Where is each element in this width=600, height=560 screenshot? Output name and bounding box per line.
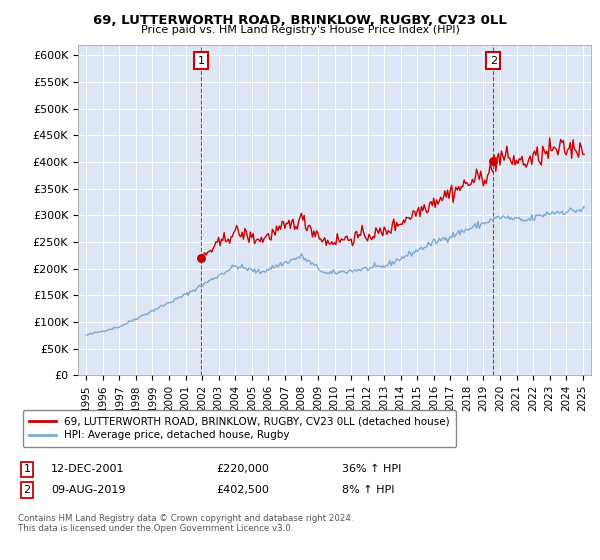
Text: 2: 2 <box>490 56 497 66</box>
Text: Price paid vs. HM Land Registry's House Price Index (HPI): Price paid vs. HM Land Registry's House … <box>140 25 460 35</box>
Point <box>488 156 498 165</box>
Point <box>196 254 206 263</box>
Text: 8% ↑ HPI: 8% ↑ HPI <box>342 485 395 495</box>
Text: 09-AUG-2019: 09-AUG-2019 <box>51 485 125 495</box>
Text: 36% ↑ HPI: 36% ↑ HPI <box>342 464 401 474</box>
Text: 2: 2 <box>23 485 31 495</box>
Text: 69, LUTTERWORTH ROAD, BRINKLOW, RUGBY, CV23 0LL: 69, LUTTERWORTH ROAD, BRINKLOW, RUGBY, C… <box>93 14 507 27</box>
Text: 1: 1 <box>23 464 31 474</box>
Text: £220,000: £220,000 <box>216 464 269 474</box>
Text: Contains HM Land Registry data © Crown copyright and database right 2024.
This d: Contains HM Land Registry data © Crown c… <box>18 514 353 533</box>
Text: 12-DEC-2001: 12-DEC-2001 <box>51 464 125 474</box>
Text: £402,500: £402,500 <box>216 485 269 495</box>
Text: 1: 1 <box>198 56 205 66</box>
Legend: 69, LUTTERWORTH ROAD, BRINKLOW, RUGBY, CV23 0LL (detached house), HPI: Average p: 69, LUTTERWORTH ROAD, BRINKLOW, RUGBY, C… <box>23 410 456 447</box>
